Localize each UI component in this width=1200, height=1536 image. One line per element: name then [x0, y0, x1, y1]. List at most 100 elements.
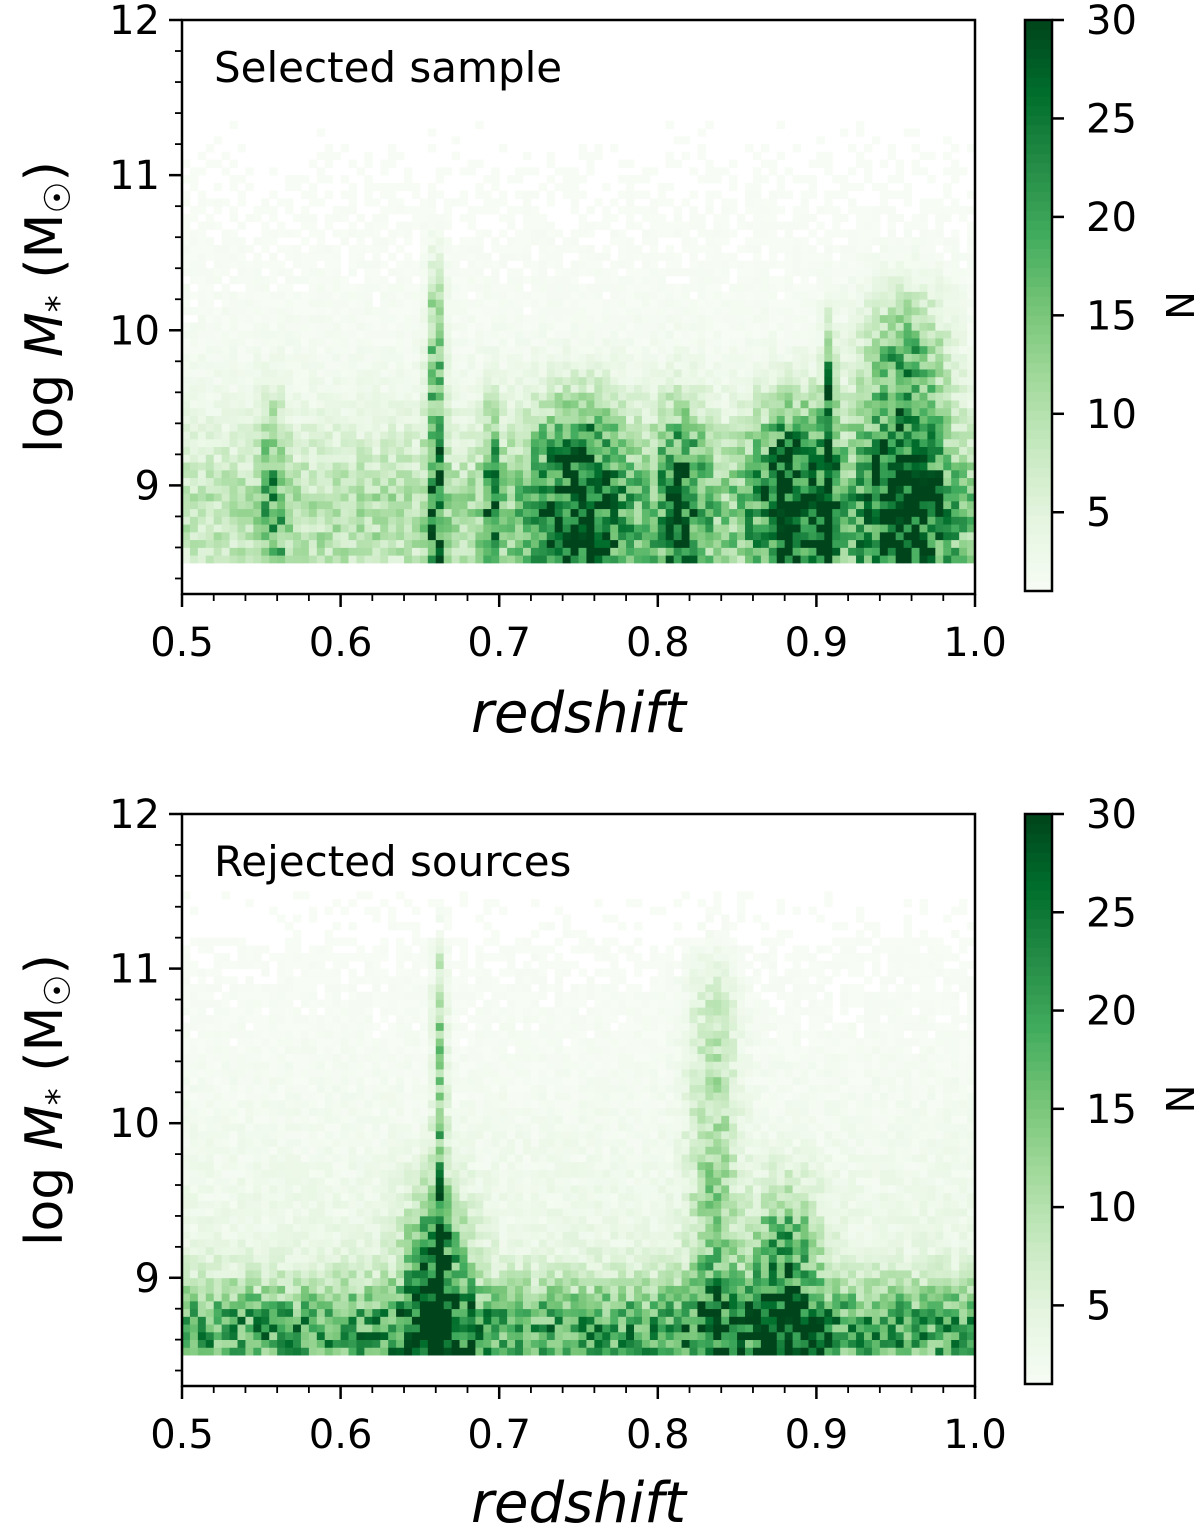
- heatmap-cell: [642, 206, 650, 214]
- heatmap-cell: [190, 1224, 198, 1232]
- heatmap-cell: [745, 462, 753, 470]
- heatmap-cell: [555, 299, 563, 307]
- heatmap-cell: [444, 260, 452, 268]
- heatmap-cell: [309, 385, 317, 393]
- heatmap-cell: [238, 431, 246, 439]
- heatmap-cell: [674, 354, 682, 362]
- heatmap-cell: [697, 315, 705, 323]
- heatmap-cell: [935, 315, 943, 323]
- heatmap-cell: [666, 540, 674, 548]
- heatmap-cell: [388, 152, 396, 160]
- heatmap-cell: [436, 478, 444, 486]
- heatmap-cell: [888, 470, 896, 478]
- heatmap-cell: [864, 439, 872, 447]
- heatmap-cell: [642, 509, 650, 517]
- heatmap-cell: [475, 431, 483, 439]
- heatmap-cell: [824, 454, 832, 462]
- heatmap-cell: [705, 532, 713, 540]
- heatmap-cell: [317, 485, 325, 493]
- heatmap-cell: [356, 454, 364, 462]
- heatmap-cell: [666, 229, 674, 237]
- heatmap-cell: [301, 323, 309, 331]
- heatmap-cell: [808, 447, 816, 455]
- heatmap-cell: [674, 214, 682, 222]
- heatmap-cell: [269, 555, 277, 563]
- heatmap-cell: [499, 284, 507, 292]
- heatmap-cell: [483, 462, 491, 470]
- heatmap-cell: [832, 485, 840, 493]
- heatmap-cell: [238, 547, 246, 555]
- heatmap-cell: [618, 400, 626, 408]
- heatmap-cell: [880, 447, 888, 455]
- heatmap-cell: [420, 245, 428, 253]
- heatmap-cell: [531, 291, 539, 299]
- heatmap-cell: [618, 245, 626, 253]
- heatmap-cell: [943, 152, 951, 160]
- heatmap-cell: [801, 547, 809, 555]
- heatmap-cell: [935, 454, 943, 462]
- heatmap-cell: [206, 245, 214, 253]
- heatmap-cell: [872, 501, 880, 509]
- heatmap-cell: [356, 392, 364, 400]
- heatmap-cell: [523, 509, 531, 517]
- heatmap-cell: [428, 493, 436, 501]
- heatmap-cell: [571, 299, 579, 307]
- heatmap-cell: [571, 191, 579, 199]
- heatmap-cell: [563, 268, 571, 276]
- heatmap-cell: [785, 509, 793, 517]
- heatmap-cell: [888, 299, 896, 307]
- heatmap-cell: [301, 547, 309, 555]
- heatmap-cell: [436, 361, 444, 369]
- heatmap-cell: [785, 408, 793, 416]
- heatmap-cell: [896, 400, 904, 408]
- heatmap-cell: [793, 547, 801, 555]
- heatmap-cell: [277, 245, 285, 253]
- heatmap-cell: [785, 540, 793, 548]
- heatmap-cell: [238, 253, 246, 261]
- heatmap-cell: [650, 555, 658, 563]
- heatmap-cell: [959, 478, 967, 486]
- heatmap-cell: [460, 509, 468, 517]
- heatmap-cell: [475, 191, 483, 199]
- heatmap-cell: [848, 307, 856, 315]
- heatmap-cell: [190, 229, 198, 237]
- heatmap-cell: [269, 501, 277, 509]
- heatmap-cell: [642, 385, 650, 393]
- heatmap-cell: [793, 385, 801, 393]
- heatmap-cell: [238, 330, 246, 338]
- heatmap-cell: [198, 1154, 206, 1162]
- heatmap-cell: [467, 431, 475, 439]
- heatmap-cell: [626, 268, 634, 276]
- heatmap-cell: [467, 524, 475, 532]
- heatmap-cell: [190, 470, 198, 478]
- heatmap-cell: [682, 540, 690, 548]
- heatmap-cell: [444, 369, 452, 377]
- heatmap-cell: [475, 284, 483, 292]
- heatmap-cell: [737, 439, 745, 447]
- heatmap-cell: [523, 493, 531, 501]
- colorbar-segment: [1025, 524, 1052, 534]
- heatmap-cell: [888, 385, 896, 393]
- heatmap-cell: [594, 493, 602, 501]
- heatmap-cell: [848, 361, 856, 369]
- heatmap-cell: [753, 547, 761, 555]
- heatmap-cell: [190, 323, 198, 331]
- heatmap-cell: [491, 206, 499, 214]
- heatmap-cell: [198, 1293, 206, 1301]
- heatmap-cell: [808, 268, 816, 276]
- heatmap-cell: [309, 354, 317, 362]
- heatmap-cell: [277, 431, 285, 439]
- heatmap-cell: [238, 416, 246, 424]
- heatmap-cell: [745, 470, 753, 478]
- heatmap-cell: [341, 229, 349, 237]
- heatmap-cell: [349, 454, 357, 462]
- heatmap-cell: [404, 532, 412, 540]
- heatmap-cell: [515, 547, 523, 555]
- heatmap-cell: [682, 237, 690, 245]
- heatmap-cell: [483, 423, 491, 431]
- heatmap-cell: [388, 540, 396, 548]
- heatmap-cell: [753, 245, 761, 253]
- heatmap-cell: [341, 191, 349, 199]
- heatmap-cell: [380, 214, 388, 222]
- heatmap-cell: [745, 485, 753, 493]
